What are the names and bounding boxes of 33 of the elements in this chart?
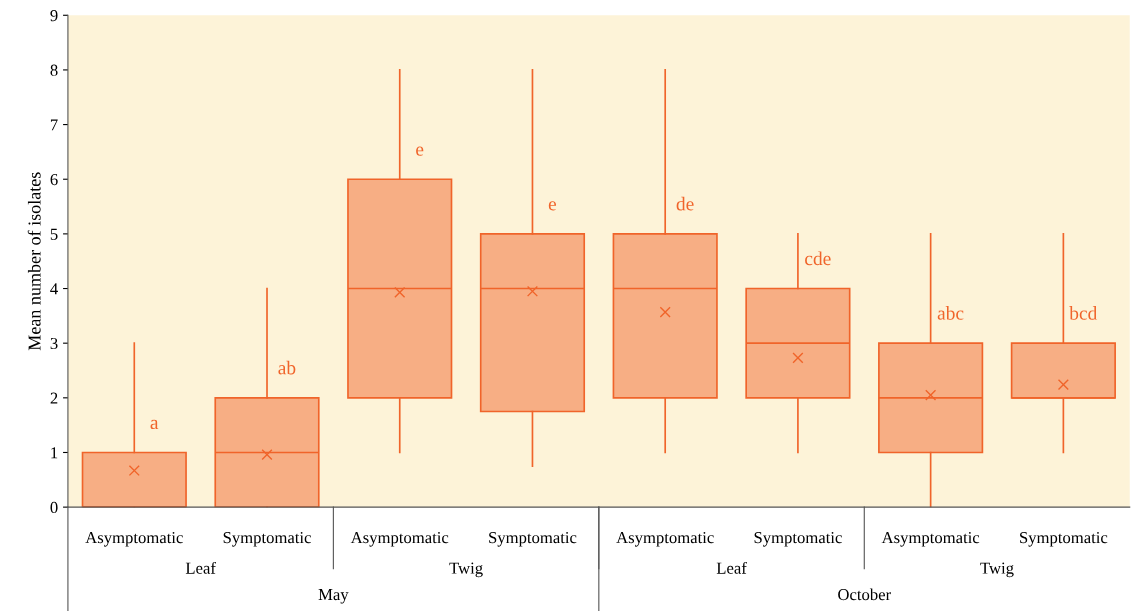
text: Twig [980,562,1014,578]
y-tick-label: 8 [50,64,58,76]
y-tick-label: 5 [50,228,58,240]
annotation: bcd [1069,306,1098,320]
x-tick-label: Symptomatic [223,532,311,547]
y-tick-label: 3 [50,337,58,350]
annotation: a [150,419,159,430]
y-axis-title: Mean number of isolates [27,172,41,351]
x-tick-label: Asymptomatic [881,532,980,547]
x-tick-label: Asymptomatic [350,532,449,547]
annotation: ab [278,360,296,375]
annotation: de [676,196,694,211]
y-tick-label: 4 [50,283,58,295]
text: Twig [449,562,483,578]
x-tick-label: Asymptomatic [85,532,183,547]
y-tick-label: 2 [50,392,58,404]
y-tick-label: 6 [50,173,58,186]
annotation: cde [805,251,831,266]
y-tick-label: 0 [50,501,58,514]
y-tick-label: 9 [50,10,58,22]
y-tick-label: 7 [50,119,58,131]
text: Leaf [716,561,747,574]
x-tick-label: Asymptomatic [616,532,714,547]
annotation: e [548,201,557,211]
y-tick-label: 1 [51,447,58,459]
text: May [318,589,349,604]
annotation: abc [937,306,964,320]
text: October [838,588,891,601]
text: Leaf [185,561,216,574]
x-tick-label: Symptomatic [1020,532,1108,547]
x-tick-label: Symptomatic [489,532,577,547]
x-tick-label: Symptomatic [754,532,842,547]
annotation: e [416,146,424,156]
